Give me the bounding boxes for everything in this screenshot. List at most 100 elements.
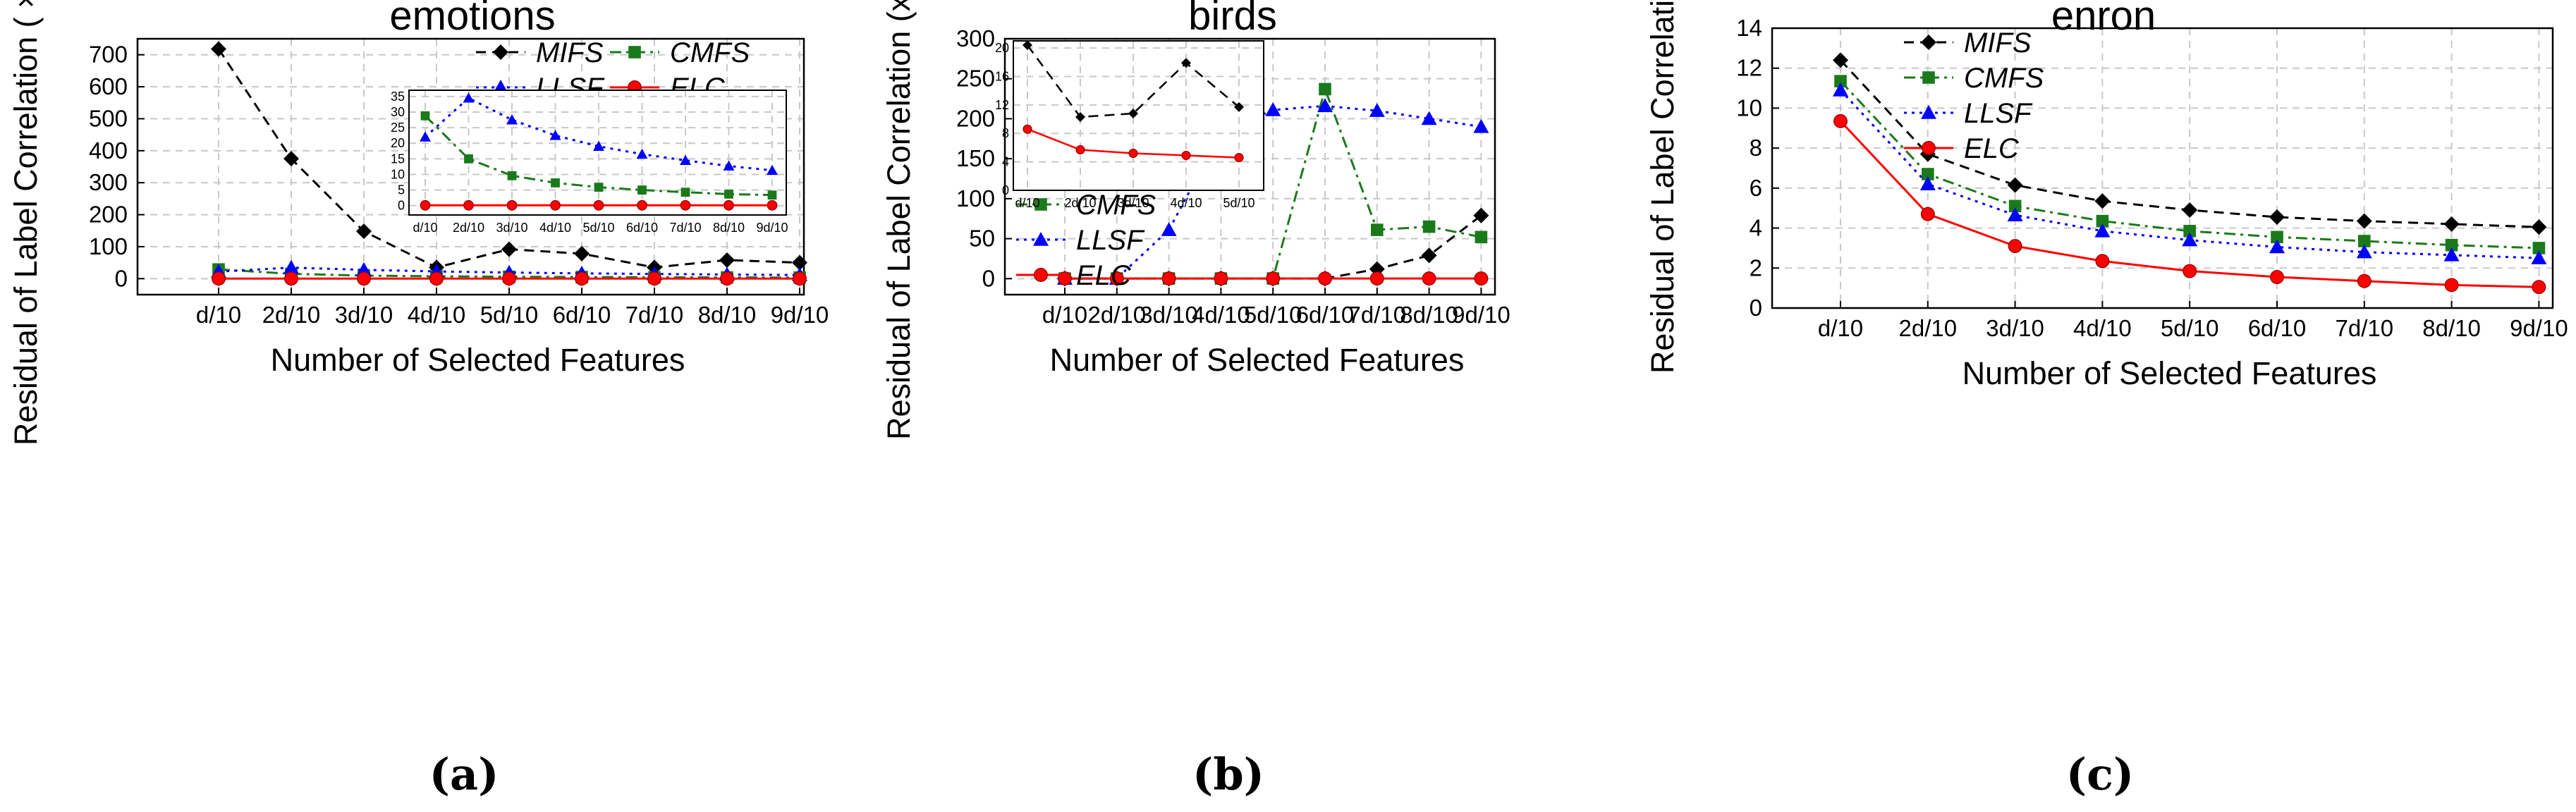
chart3-point-llsf-2: [2007, 207, 2023, 221]
chart2-frame: [1003, 37, 1496, 296]
chart2-legend-marker-llsf: [1033, 232, 1049, 246]
chart3-legend-marker-elc: [1922, 141, 1936, 155]
chart3-point-cmfs-8: [2532, 242, 2546, 254]
chart2-ylabel: Residual of Label Correlation (x107): [880, 0, 917, 440]
chart1-inset-point-cmfs-1: [464, 154, 473, 164]
chart3-legend-marker-mifs: [1921, 35, 1936, 50]
chart3-point-elc-1: [1920, 207, 1935, 221]
chart2-point-llsf-2: [1161, 222, 1177, 236]
chart3-point-cmfs-0: [1834, 75, 1847, 87]
chart1-inset-point-cmfs-2: [507, 171, 517, 180]
chart2-inset-ytick-label-4: 16: [995, 69, 1009, 83]
chart1-inset-xtick-label-1: 2d/10: [453, 221, 484, 235]
chart3-xtick-label-3: 4d/10: [2073, 315, 2132, 341]
chart2-inset-point-mifs-3: [1181, 58, 1191, 68]
chart2-inset: 0 4 8 12 16 20 d/10 2d/10 3d/10 4d/10 5d/10: [995, 40, 1264, 210]
chart1-inset-point-cmfs-6: [680, 187, 690, 197]
chart1-title: emotions: [389, 0, 555, 39]
chart2-inset-point-elc-0: [1023, 124, 1032, 134]
chart2-subcaption: (b): [1192, 749, 1264, 800]
chart1-ytick-label-0: 0: [115, 265, 128, 291]
chart1-inset-point-cmfs-8: [767, 190, 777, 200]
chart1-inset-point-llsf-1: [463, 92, 475, 103]
chart1-xtick-label-5: 6d/10: [553, 302, 611, 328]
chart3-xtick-label-5: 6d/10: [2248, 315, 2307, 341]
chart2-point-elc-4: [1266, 271, 1281, 286]
chart2-ytick-label-6: 300: [956, 25, 995, 51]
chart1-inset-point-llsf-8: [767, 164, 778, 176]
chart2-xtick-label-6: 7d/10: [1348, 302, 1407, 328]
chart2-point-llsf-7: [1421, 111, 1437, 125]
chart2-point-cmfs-7: [1422, 220, 1436, 233]
chart1-inset-xtick-label-4: 5d/10: [582, 221, 614, 235]
chart1-ytick-label-4: 400: [89, 137, 128, 164]
chart3-line-cmfs: [1839, 80, 2539, 250]
chart2-point-elc-2: [1161, 271, 1176, 286]
chart2-point-elc-1: [1109, 271, 1124, 286]
chart3-point-llsf-5: [2269, 239, 2285, 254]
chart3-ytick-label-2: 4: [1750, 215, 1762, 241]
chart2-legend-marker-elc: [1034, 268, 1048, 282]
chart1-xtick-label-8: 9d/10: [771, 302, 829, 328]
chart2-inset-point-mifs-0: [1023, 40, 1032, 51]
chart3-legend-label-elc: ELC: [1964, 133, 2020, 164]
chart3-xtick-label-1: 2d/10: [1899, 315, 1958, 341]
chart3-ytick-label-6: 12: [1736, 55, 1762, 81]
chart3-point-cmfs-5: [2271, 230, 2283, 244]
chart2-ytick-label-3: 150: [956, 145, 995, 171]
chart3-xtick-label-4: 5d/10: [2161, 315, 2219, 341]
chart1-inset-point-elc-4: [593, 199, 604, 211]
chart2-ytick-label-5: 250: [956, 66, 995, 92]
chart2-inset-xtick-label-2: 3d/10: [1117, 196, 1149, 210]
chart1-xtick-label-7: 8d/10: [698, 302, 757, 328]
chart2-inset-ytick-label-5: 20: [995, 41, 1009, 55]
chart2-inset-ytick-label-2: 8: [1002, 126, 1009, 140]
chart2-point-mifs-8: [1473, 207, 1489, 223]
chart2-xtick-label-0: d/10: [1042, 302, 1087, 328]
chart3-point-cmfs-7: [2445, 238, 2458, 252]
chart2-legend-label-elc: ELC: [1076, 260, 1132, 291]
chart2-xlabel: Number of Selected Features: [1050, 342, 1465, 378]
chart1-legend-label-mifs: MIFS: [536, 37, 604, 68]
chart3-xtick-label-7: 8d/10: [2422, 315, 2481, 341]
chart3-point-cmfs-1: [1922, 168, 1934, 180]
chart1-inset-point-cmfs-4: [594, 183, 604, 192]
chart1-inset-point-cmfs-7: [724, 189, 733, 199]
chart1-point-llsf-1: [283, 259, 299, 274]
chart2-ytick-label-0: 0: [982, 265, 995, 291]
chart3-point-elc-0: [1833, 113, 1848, 128]
chart1-subcaption: (a): [429, 749, 499, 800]
chart1-point-elc-0: [212, 271, 226, 286]
chart1-point-mifs-7: [719, 252, 735, 268]
chart3-ytick-label-0: 0: [1750, 295, 1762, 321]
chart2-point-llsf-4: [1265, 102, 1281, 116]
chart2-inset-ytick-label-0: 0: [1002, 183, 1009, 197]
chart3-frame: [1771, 27, 2554, 309]
chart2-legend-marker-cmfs: [1034, 198, 1047, 211]
chart1-point-mifs-8: [792, 254, 807, 271]
chart1-inset-point-elc-2: [506, 199, 518, 211]
chart2-xtick-label-5: 6d/10: [1296, 302, 1355, 328]
chart3-point-llsf-4: [2182, 232, 2198, 247]
chart1-point-elc-4: [502, 271, 516, 286]
chart1-xtick-label-6: 7d/10: [625, 302, 684, 328]
chart2-point-elc-6: [1369, 271, 1384, 286]
chart1-xtick-label-1: 2d/10: [262, 302, 321, 328]
chart3-point-elc-2: [2008, 239, 2022, 254]
chart1-inset-point-cmfs-3: [551, 178, 560, 187]
chart3-point-mifs-3: [2094, 193, 2111, 209]
chart1-inset-ytick-label-5: 25: [391, 121, 405, 135]
chart3-point-llsf-8: [2531, 250, 2547, 264]
chart1-inset-ytick-label-1: 5: [398, 183, 405, 197]
chart1-point-elc-2: [357, 271, 371, 286]
chart1-inset-point-cmfs-0: [420, 111, 430, 121]
chart2-inset-xtick-label-4: 5d/10: [1223, 196, 1255, 210]
chart2-inset-point-elc-3: [1181, 150, 1191, 161]
chart2-inset-point-elc-1: [1075, 144, 1085, 155]
chart1-xlabel: Number of Selected Features: [271, 342, 685, 378]
chart3-legend-marker-cmfs: [1922, 71, 1935, 84]
chart2-point-llsf-8: [1473, 118, 1489, 133]
chart1-xtick-label-0: d/10: [196, 302, 241, 328]
chart3-xtick-label-0: d/10: [1818, 315, 1863, 341]
